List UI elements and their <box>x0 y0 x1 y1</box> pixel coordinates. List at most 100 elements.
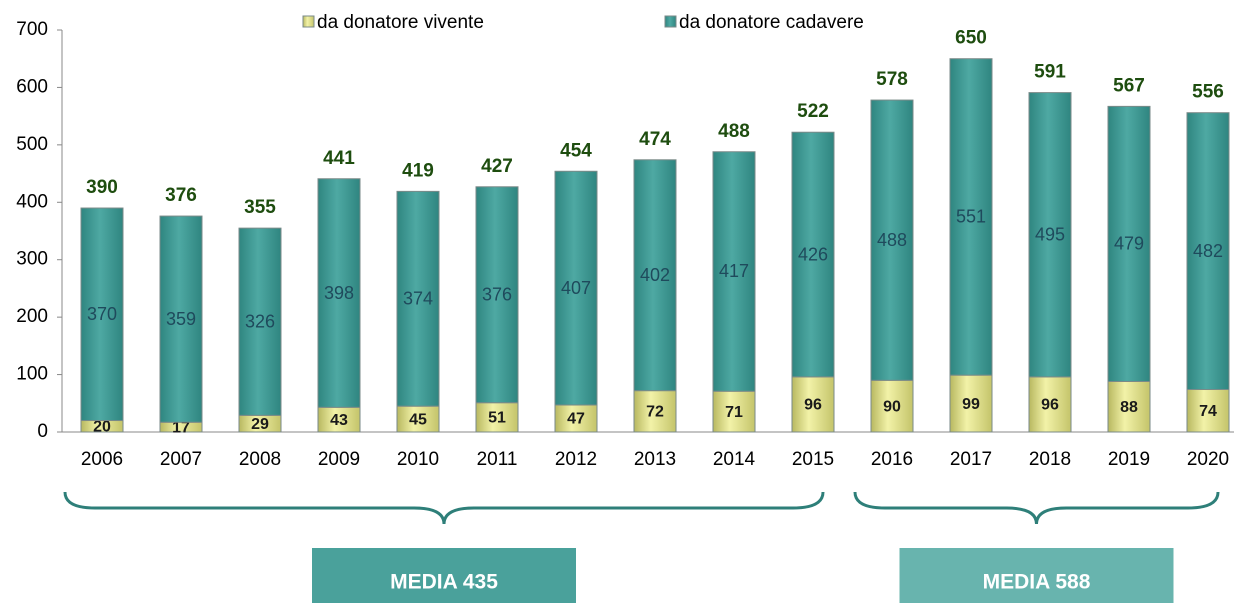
y-tick-label: 600 <box>16 76 48 97</box>
total-label: 578 <box>876 69 908 90</box>
legend-label: da donatore vivente <box>317 12 484 33</box>
total-label: 454 <box>560 140 592 161</box>
data-label: 72 <box>646 404 664 421</box>
total-label: 441 <box>323 148 355 169</box>
x-tick-label: 2006 <box>81 449 123 470</box>
data-label: 17 <box>172 419 190 436</box>
bar-segment <box>159 215 203 423</box>
brace <box>853 491 1220 525</box>
y-tick-label: 500 <box>16 134 48 155</box>
bar-segment <box>554 170 598 406</box>
data-label: 96 <box>1041 397 1059 414</box>
total-label: 650 <box>955 28 987 49</box>
data-label: 402 <box>640 265 670 285</box>
data-label: 495 <box>1035 224 1065 244</box>
bar-segment <box>712 151 756 392</box>
bar-segment <box>791 376 835 433</box>
total-label: 474 <box>639 129 671 150</box>
x-tick-label: 2011 <box>477 449 518 470</box>
data-label: 74 <box>1199 403 1217 420</box>
bar-segment <box>1028 376 1072 433</box>
x-tick-label: 2019 <box>1108 449 1150 470</box>
bar-segment <box>870 379 914 433</box>
data-label: 88 <box>1120 399 1138 416</box>
bar-segment <box>1186 389 1230 433</box>
total-label: 376 <box>165 185 197 206</box>
data-label: 370 <box>87 304 117 324</box>
data-label: 326 <box>245 311 275 331</box>
legend-swatch <box>302 15 315 28</box>
legend-swatch <box>664 15 677 28</box>
y-tick-label: 0 <box>37 421 48 442</box>
data-label: 20 <box>93 418 111 435</box>
total-label: 556 <box>1192 82 1224 103</box>
y-tick-label: 100 <box>16 364 48 385</box>
bar-segment <box>396 405 440 433</box>
x-tick-label: 2010 <box>397 449 439 470</box>
x-tick-label: 2018 <box>1029 449 1071 470</box>
annotation-box <box>312 548 576 603</box>
data-label: 96 <box>804 397 822 414</box>
data-label: 99 <box>962 396 980 413</box>
x-tick-label: 2016 <box>871 449 913 470</box>
total-label: 488 <box>718 121 750 142</box>
annotation-label: MEDIA 588 <box>983 571 1091 594</box>
total-label: 419 <box>402 160 434 181</box>
y-tick-label: 700 <box>16 19 48 40</box>
bar-segment <box>396 190 440 407</box>
data-label: 417 <box>719 261 749 281</box>
bar-segment <box>633 159 677 392</box>
data-label: 488 <box>877 230 907 250</box>
bar-segment <box>870 99 914 381</box>
bar-segment <box>633 390 677 433</box>
data-label: 551 <box>956 207 986 227</box>
y-tick-label: 200 <box>16 306 48 327</box>
bar-segment <box>1028 92 1072 378</box>
data-label: 47 <box>567 411 585 428</box>
data-label: 479 <box>1114 234 1144 254</box>
bar-segment <box>949 58 993 376</box>
bar-segment <box>554 404 598 433</box>
y-tick-label: 400 <box>16 191 48 212</box>
data-label: 29 <box>251 416 269 433</box>
annotation-box <box>899 548 1174 603</box>
total-label: 427 <box>481 156 513 177</box>
data-label: 359 <box>166 309 196 329</box>
data-label: 398 <box>324 283 354 303</box>
bar-segment <box>317 178 361 408</box>
data-label: 71 <box>725 404 743 421</box>
annotation-label: MEDIA 435 <box>390 571 498 594</box>
x-tick-label: 2008 <box>239 449 281 470</box>
total-label: 390 <box>86 177 118 198</box>
total-label: 591 <box>1034 62 1066 83</box>
x-tick-label: 2015 <box>792 449 834 470</box>
data-label: 482 <box>1193 241 1223 261</box>
data-label: 407 <box>561 278 591 298</box>
bar-segment <box>238 227 282 416</box>
data-label: 90 <box>883 398 901 415</box>
data-label: 374 <box>403 289 433 309</box>
x-tick-label: 2012 <box>555 449 597 470</box>
x-tick-label: 2017 <box>950 449 992 470</box>
x-tick-label: 2007 <box>160 449 202 470</box>
total-label: 567 <box>1113 75 1145 96</box>
bar-segment <box>1186 112 1230 391</box>
total-label: 522 <box>797 101 829 122</box>
data-label: 426 <box>798 244 828 264</box>
bar-segment <box>949 374 993 433</box>
data-label: 43 <box>330 412 348 429</box>
bar-segment <box>1107 380 1151 433</box>
bar-segment <box>712 390 756 433</box>
bar-segment <box>791 131 835 378</box>
legend-label: da donatore cadavere <box>679 12 864 33</box>
x-tick-label: 2013 <box>634 449 676 470</box>
data-label: 45 <box>409 411 427 428</box>
data-label: 51 <box>488 410 506 427</box>
x-tick-label: 2009 <box>318 449 360 470</box>
bar-segment <box>80 207 124 422</box>
y-tick-label: 300 <box>16 249 48 270</box>
bar-segment <box>475 186 519 404</box>
bar-segment <box>1107 105 1151 382</box>
total-label: 355 <box>244 197 276 218</box>
